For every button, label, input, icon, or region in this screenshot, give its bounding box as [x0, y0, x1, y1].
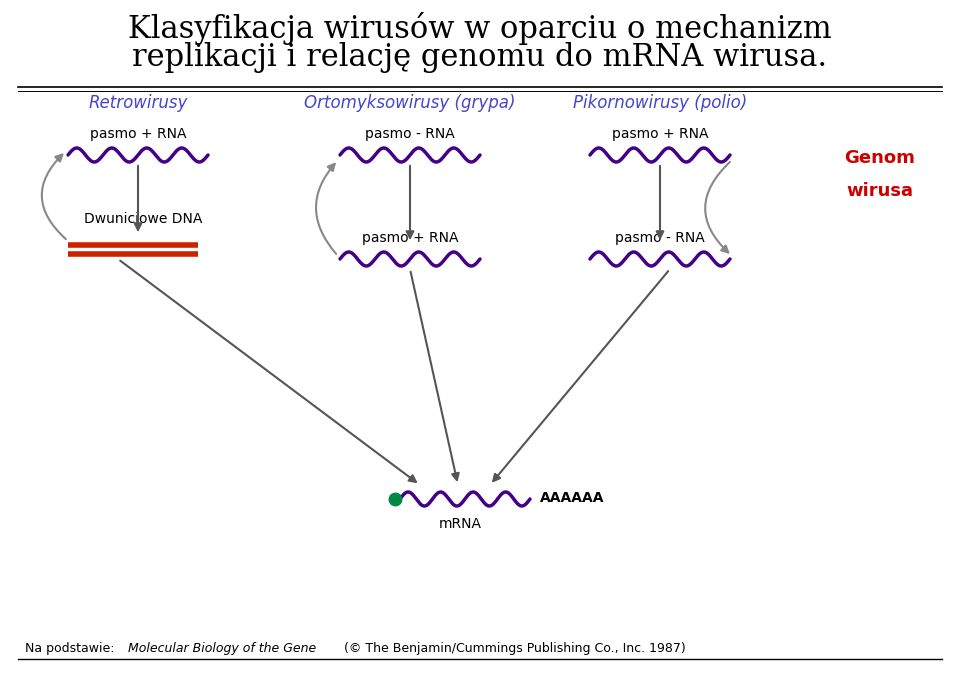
Text: (© The Benjamin/Cummings Publishing Co., Inc. 1987): (© The Benjamin/Cummings Publishing Co.,…	[340, 642, 685, 655]
Text: pasmo - RNA: pasmo - RNA	[365, 127, 455, 141]
Text: Ortomyksowirusy (grypa): Ortomyksowirusy (grypa)	[304, 94, 516, 112]
Text: pasmo - RNA: pasmo - RNA	[615, 231, 705, 245]
Text: Genom: Genom	[845, 149, 916, 167]
Text: Retrowirusy: Retrowirusy	[88, 94, 188, 112]
Text: Pikornowirusy (polio): Pikornowirusy (polio)	[573, 94, 747, 112]
Text: Klasyfikacja wirusów w oparciu o mechanizm: Klasyfikacja wirusów w oparciu o mechani…	[128, 12, 832, 45]
Text: AAAAAA: AAAAAA	[540, 491, 605, 505]
Text: Na podstawie:: Na podstawie:	[25, 642, 118, 655]
Text: mRNA: mRNA	[439, 517, 482, 531]
Text: Molecular Biology of the Gene: Molecular Biology of the Gene	[128, 642, 316, 655]
Text: pasmo + RNA: pasmo + RNA	[362, 231, 458, 245]
Text: pasmo + RNA: pasmo + RNA	[89, 127, 186, 141]
Text: wirusa: wirusa	[847, 182, 914, 200]
Text: replikacji i relację genomu do mRNA wirusa.: replikacji i relację genomu do mRNA wiru…	[132, 42, 828, 73]
Text: Dwuniciowe DNA: Dwuniciowe DNA	[84, 212, 203, 226]
Text: pasmo + RNA: pasmo + RNA	[612, 127, 708, 141]
